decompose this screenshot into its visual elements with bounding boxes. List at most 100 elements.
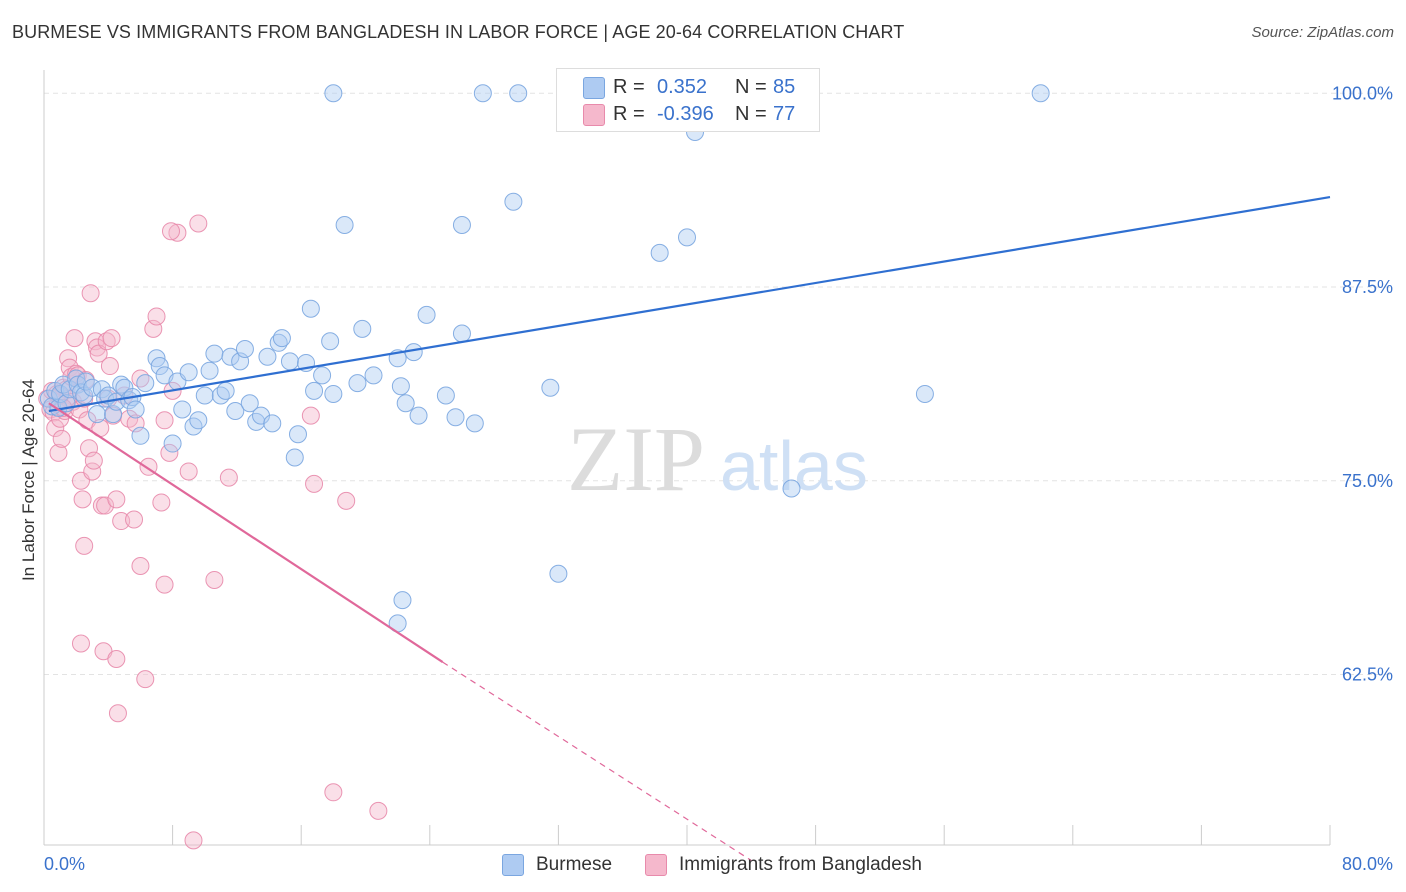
burmese-point: [678, 228, 696, 247]
burmese-point: [288, 425, 307, 444]
burmese-point: [305, 381, 324, 400]
bangladesh-point: [219, 468, 238, 487]
burmese-point: [915, 384, 934, 403]
burmese-point: [272, 329, 291, 348]
gridlines: [44, 92, 1394, 675]
legend-item-bangladesh: Immigrants from Bangladesh: [645, 852, 922, 878]
burmese-point: [179, 363, 198, 382]
burmese-point: [112, 375, 131, 394]
bangladesh-point: [73, 490, 92, 509]
bangladesh-trend-line: [48, 402, 444, 664]
chart-title: BURMESE VS IMMIGRANTS FROM BANGLADESH IN…: [12, 22, 905, 42]
bangladesh-point: [152, 493, 171, 512]
burmese-point: [452, 216, 471, 234]
burmese-point: [235, 340, 254, 358]
legend-swatch-bangladesh: [583, 104, 605, 126]
burmese-point: [446, 408, 465, 427]
bangladesh-point: [179, 462, 198, 481]
legend-label-bangladesh: Immigrants from Bangladesh: [679, 854, 922, 875]
legend-n-value: 77: [773, 102, 796, 125]
burmese-point: [200, 361, 219, 380]
burmese-point: [313, 366, 332, 385]
burmese-point: [88, 405, 107, 424]
burmese-point: [221, 347, 240, 366]
burmese-point: [417, 305, 436, 324]
bangladesh-point: [107, 650, 126, 668]
burmese-point: [321, 332, 340, 351]
burmese-point: [473, 84, 492, 103]
bangladesh-point: [84, 451, 103, 470]
legend-swatch-bangladesh: [645, 854, 667, 876]
burmese-point: [650, 243, 669, 262]
bangladesh-point: [161, 222, 180, 241]
watermark-atlas: atlas: [720, 427, 868, 505]
legend-r-label: R =: [613, 102, 645, 125]
bangladesh-point: [155, 411, 174, 430]
correlation-legend: R = 0.352 N = 85 R = -0.396 N = 77: [556, 68, 820, 132]
bangladesh-point: [49, 443, 68, 462]
watermark: ZIP atlas: [567, 408, 868, 510]
burmese-trend-line: [48, 196, 1331, 413]
bangladesh-point: [160, 443, 179, 462]
burmese-point: [263, 414, 282, 433]
burmese-point: [67, 369, 86, 388]
burmese-point: [541, 378, 560, 397]
bangladesh-trend-extension: [442, 661, 752, 862]
bangladesh-point: [131, 557, 150, 575]
bangladesh-point: [125, 510, 144, 529]
bangladesh-point: [205, 570, 224, 589]
burmese-point: [173, 400, 192, 419]
y-tick-label: 75.0%: [1342, 471, 1393, 491]
burmese-point: [452, 324, 471, 343]
y-tick-label: 62.5%: [1342, 665, 1393, 685]
bangladesh-point: [97, 332, 116, 351]
bangladesh-point: [59, 349, 78, 368]
legend-n-value: 85: [773, 75, 796, 98]
burmese-point: [353, 319, 372, 338]
tick-labels: 62.5% 75.0% 87.5% 100.0% 0.0% 80.0%: [44, 83, 1393, 874]
legend-label-burmese: Burmese: [536, 854, 613, 875]
trend-lines: [48, 196, 1331, 862]
burmese-point: [285, 448, 304, 467]
bangladesh-point: [324, 783, 343, 802]
series-legend: Burmese Immigrants from Bangladesh: [0, 852, 1406, 878]
bangladesh-point: [155, 575, 174, 594]
burmese-point: [1031, 84, 1050, 103]
bangladesh-point: [96, 496, 115, 515]
burmese-point: [163, 434, 182, 453]
burmese-point: [184, 417, 203, 436]
bangladesh-point: [65, 329, 84, 348]
bangladesh-point: [184, 831, 203, 850]
burmese-point: [782, 479, 801, 498]
burmese-point: [364, 366, 383, 385]
legend-r-value: -0.396: [657, 102, 714, 125]
burmese-point: [247, 412, 266, 431]
burmese-point: [195, 386, 214, 405]
bangladesh-point: [305, 474, 324, 493]
bangladesh-point: [75, 536, 94, 555]
bangladesh-point: [189, 214, 208, 233]
burmese-point: [258, 347, 277, 366]
axes: [43, 70, 1331, 846]
burmese-point: [504, 192, 523, 211]
burmese-point: [324, 384, 343, 403]
bangladesh-point: [301, 406, 320, 425]
burmese-point: [205, 344, 224, 363]
legend-r-value: 0.352: [657, 75, 708, 98]
points-bangladesh: [38, 214, 388, 850]
bangladesh-point: [168, 223, 187, 242]
burmese-point: [71, 383, 90, 402]
bangladesh-point: [107, 490, 126, 509]
burmese-point: [226, 402, 245, 420]
burmese-point: [126, 400, 145, 419]
burmese-point: [83, 378, 102, 397]
bangladesh-point: [88, 338, 107, 357]
bangladesh-point: [108, 704, 127, 723]
bangladesh-point: [369, 801, 388, 820]
source-label: Source: ZipAtlas.com: [1251, 24, 1394, 41]
legend-swatch-burmese: [583, 77, 605, 99]
burmese-point: [150, 357, 169, 376]
burmese-point: [240, 394, 259, 413]
burmese-point: [136, 374, 155, 393]
